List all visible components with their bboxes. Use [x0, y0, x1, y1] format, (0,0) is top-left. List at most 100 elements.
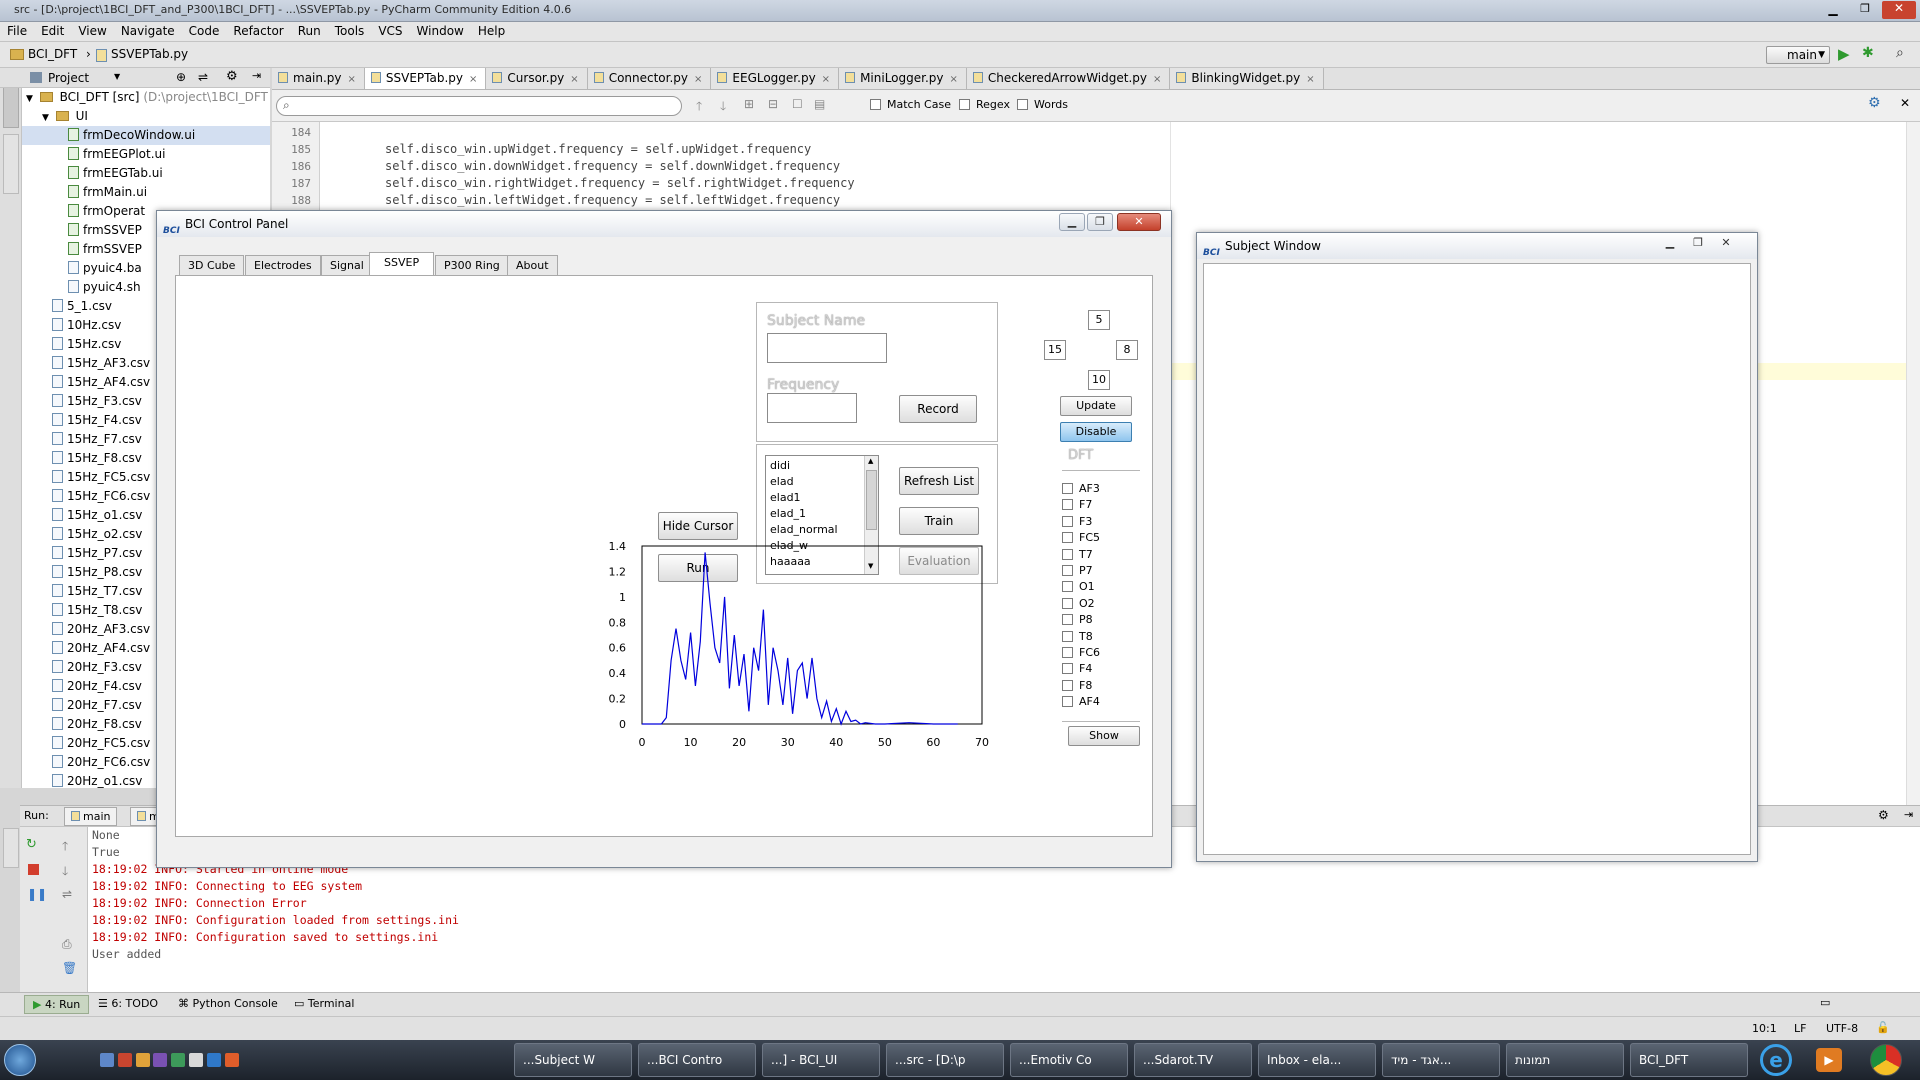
- electrode-checkbox[interactable]: O1: [1062, 579, 1095, 595]
- close-tab-icon[interactable]: ×: [469, 74, 478, 85]
- breadcrumb-file[interactable]: SSVEPTab.py: [111, 47, 189, 61]
- app-icon[interactable]: [171, 1052, 186, 1067]
- tab-p300-ring[interactable]: P300 Ring: [435, 255, 509, 275]
- electrode-checkbox[interactable]: AF3: [1062, 481, 1100, 497]
- tree-file-item[interactable]: 20Hz_F8.csv: [22, 715, 270, 734]
- electrode-checkbox[interactable]: F3: [1062, 514, 1092, 530]
- media-player-icon[interactable]: ▶: [1816, 1048, 1842, 1072]
- tree-file-item[interactable]: frmDecoWindow.ui: [22, 126, 270, 145]
- close-button[interactable]: ✕: [1721, 236, 1731, 249]
- close-tab-icon[interactable]: ×: [821, 74, 831, 85]
- tree-file-item[interactable]: 15Hz_T8.csv: [22, 601, 270, 620]
- tree-file-item[interactable]: frmMain.ui: [22, 183, 270, 202]
- checkbox-box[interactable]: [1062, 515, 1073, 527]
- subject-title-bar[interactable]: BCI Subject Window ▁ ❐ ✕: [1197, 233, 1757, 259]
- tab-electrodes[interactable]: Electrodes: [245, 255, 321, 275]
- event-log-icon[interactable]: ▭: [1820, 996, 1831, 1009]
- checkbox-box[interactable]: [1062, 630, 1073, 642]
- tree-folder-ui[interactable]: ▼ UI: [22, 107, 270, 126]
- tree-file-item[interactable]: frmEEGTab.ui: [22, 164, 270, 183]
- app-icon[interactable]: [100, 1052, 114, 1067]
- words-box[interactable]: [1017, 99, 1028, 110]
- tree-file-item[interactable]: 15Hz_AF4.csv: [22, 373, 270, 392]
- ie-icon[interactable]: e: [1760, 1044, 1792, 1076]
- words-checkbox[interactable]: Words: [1017, 98, 1068, 111]
- tree-file-item[interactable]: 20Hz_F3.csv: [22, 658, 270, 677]
- checkbox-box[interactable]: [1062, 679, 1073, 691]
- python-console-button[interactable]: ⌘ Python Console: [178, 997, 278, 1010]
- app-icon[interactable]: [117, 1052, 132, 1067]
- menu-file[interactable]: File: [7, 24, 28, 38]
- search-everywhere-icon[interactable]: ⌕: [1896, 45, 1904, 61]
- frequency-down-field[interactable]: 10: [1088, 370, 1110, 390]
- run-tab-main[interactable]: main: [64, 807, 118, 826]
- breadcrumb-project[interactable]: BCI_DFT: [28, 47, 78, 61]
- tree-file-item[interactable]: 20Hz_F7.csv: [22, 696, 270, 715]
- lock-icon[interactable]: 🔓: [1876, 1021, 1890, 1034]
- settings-icon[interactable]: ⚙: [1868, 95, 1881, 111]
- menu-navigate[interactable]: Navigate: [120, 24, 175, 38]
- tree-file-item[interactable]: 20Hz_AF3.csv: [22, 620, 270, 639]
- tree-file-item[interactable]: 15Hz_F7.csv: [22, 430, 270, 449]
- tree-file-item[interactable]: 20Hz_AF4.csv: [22, 639, 270, 658]
- menu-vcs[interactable]: VCS: [378, 24, 403, 38]
- pause-icon[interactable]: ❚❚: [27, 887, 48, 901]
- electrode-checkbox[interactable]: F7: [1062, 497, 1092, 513]
- export-occurrences-icon[interactable]: ▤: [814, 97, 826, 111]
- file-encoding[interactable]: UTF-8: [1826, 1022, 1859, 1035]
- menu-tools[interactable]: Tools: [334, 24, 365, 38]
- taskbar-button[interactable]: ...Subject W: [514, 1043, 632, 1077]
- electrode-checkbox[interactable]: FC5: [1062, 530, 1100, 546]
- taskbar-button[interactable]: ...src - [D:\p: [886, 1043, 1004, 1077]
- menu-refactor[interactable]: Refactor: [233, 24, 284, 38]
- tree-file-item[interactable]: frmOperat: [22, 202, 270, 221]
- close-icon[interactable]: ✕: [1882, 1, 1916, 19]
- record-button[interactable]: Record: [899, 395, 977, 423]
- editor-tab[interactable]: EEGLogger.py ×: [711, 68, 840, 89]
- train-button[interactable]: Train: [899, 507, 979, 535]
- tree-file-item[interactable]: 10Hz.csv: [22, 316, 270, 335]
- tree-file-item[interactable]: 20Hz_FC6.csv: [22, 753, 270, 772]
- scroll-thumb[interactable]: [866, 470, 877, 530]
- subject-list[interactable]: didi elad elad1 elad_1 elad_normal elad_w haaa…: [765, 455, 879, 575]
- tree-file-item[interactable]: 20Hz_F4.csv: [22, 677, 270, 696]
- tree-file-item[interactable]: 15Hz_P7.csv: [22, 544, 270, 563]
- tree-file-item[interactable]: 5_1.csv: [22, 297, 270, 316]
- scroll-up-icon[interactable]: 🡑: [62, 839, 69, 853]
- close-tab-icon[interactable]: ×: [1152, 74, 1162, 85]
- scroll-down-icon[interactable]: 🡓: [62, 864, 69, 878]
- checkbox-box[interactable]: [1062, 647, 1073, 658]
- tree-file-item[interactable]: 15Hz_FC5.csv: [22, 468, 270, 487]
- scroll-up-arrow-icon[interactable]: ▲: [868, 457, 874, 465]
- hide-panel-icon[interactable]: ⇥: [1904, 808, 1914, 821]
- electrode-checkbox[interactable]: O2: [1062, 596, 1095, 612]
- taskbar-button[interactable]: ...BCI Contro: [638, 1043, 756, 1077]
- tree-file-item[interactable]: frmEEGPlot.ui: [22, 145, 270, 164]
- gear-icon[interactable]: ⚙: [226, 69, 238, 84]
- tree-root[interactable]: ▼ BCI_DFT [src] (D:\project\1BCI_DFT: [22, 88, 270, 107]
- disable-button[interactable]: Disable: [1060, 422, 1132, 442]
- next-occurrence-icon[interactable]: 🡓: [720, 99, 727, 113]
- electrode-checkbox[interactable]: T7: [1062, 547, 1093, 563]
- debug-icon[interactable]: ✱: [1862, 45, 1874, 61]
- checkbox-box[interactable]: [1062, 581, 1073, 593]
- tab-ssvep[interactable]: SSVEP: [369, 252, 435, 276]
- remove-occurrence-icon[interactable]: ⊟: [768, 97, 779, 111]
- frequency-input[interactable]: [767, 393, 857, 423]
- taskbar-button[interactable]: אגד - מיד...: [1382, 1043, 1500, 1077]
- hide-panel-icon[interactable]: ⇥: [252, 69, 262, 82]
- tree-file-item[interactable]: 15Hz_AF3.csv: [22, 354, 270, 373]
- regex-box[interactable]: [959, 99, 970, 110]
- tree-file-item[interactable]: 20Hz_o1.csv: [22, 772, 270, 788]
- close-tab-icon[interactable]: ×: [1306, 74, 1315, 85]
- match-case-box[interactable]: [870, 99, 881, 110]
- select-all-occurrences-icon[interactable]: ☐: [792, 97, 803, 111]
- bci-title-bar[interactable]: BCI BCI Control Panel ▁ ❐ ✕: [157, 211, 1171, 237]
- trash-icon[interactable]: 🗑: [62, 961, 78, 975]
- taskbar-button[interactable]: תמונות: [1506, 1043, 1624, 1077]
- subject-list-item[interactable]: elad_1: [770, 507, 807, 520]
- tree-file-item[interactable]: pyuic4.ba: [22, 259, 270, 278]
- gear-icon[interactable]: ⚙: [1878, 808, 1889, 822]
- editor-tab[interactable]: main.py ×: [272, 68, 365, 89]
- run-tool-button[interactable]: ▶ 4: Run: [24, 995, 90, 1014]
